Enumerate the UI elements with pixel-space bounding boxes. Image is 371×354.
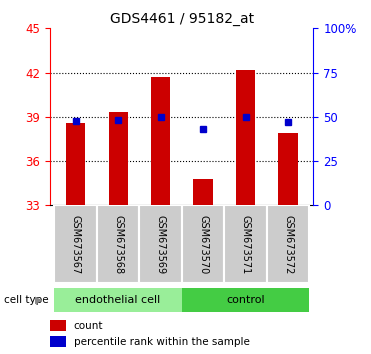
Text: control: control: [226, 295, 265, 305]
Text: endothelial cell: endothelial cell: [75, 295, 161, 305]
Bar: [279, 133, 298, 205]
Bar: [267, 205, 309, 283]
Bar: [224, 205, 267, 283]
Text: ▶: ▶: [35, 295, 43, 305]
Bar: [139, 205, 182, 283]
Text: percentile rank within the sample: percentile rank within the sample: [74, 337, 250, 347]
Text: GSM673567: GSM673567: [70, 215, 81, 274]
Bar: [50, 320, 66, 331]
Bar: [54, 288, 182, 312]
Bar: [151, 77, 170, 205]
Text: GSM673569: GSM673569: [155, 215, 165, 274]
Bar: [108, 113, 128, 205]
Bar: [50, 336, 66, 347]
Bar: [66, 123, 85, 205]
Bar: [182, 288, 309, 312]
Bar: [236, 70, 255, 205]
Title: GDS4461 / 95182_at: GDS4461 / 95182_at: [110, 12, 254, 26]
Bar: [54, 205, 97, 283]
Text: GSM673570: GSM673570: [198, 215, 208, 274]
Bar: [182, 205, 224, 283]
Text: count: count: [74, 321, 103, 331]
Bar: [193, 179, 213, 205]
Text: GSM673568: GSM673568: [113, 215, 123, 274]
Text: cell type: cell type: [4, 295, 48, 305]
Bar: [97, 205, 139, 283]
Text: GSM673572: GSM673572: [283, 215, 293, 274]
Text: GSM673571: GSM673571: [240, 215, 250, 274]
